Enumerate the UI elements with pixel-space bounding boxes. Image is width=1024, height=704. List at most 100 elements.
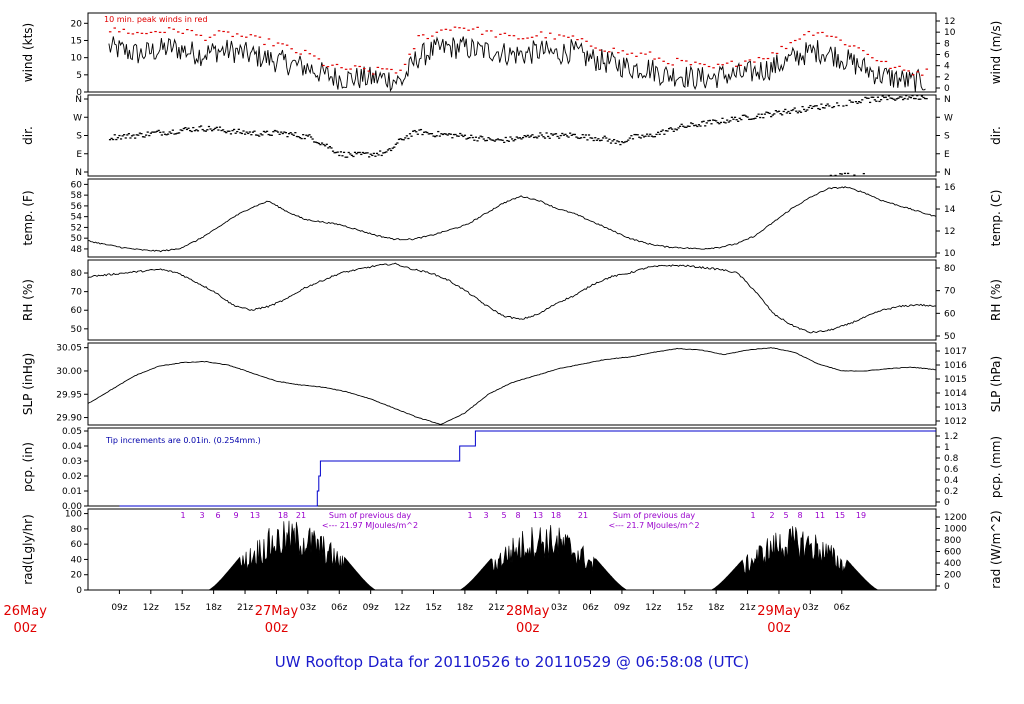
wind-dir-point bbox=[157, 129, 160, 132]
wind-dir-point bbox=[470, 134, 473, 136]
wind-peak-mark bbox=[807, 30, 811, 33]
wind-dir-point bbox=[581, 134, 584, 136]
wind-dir-point bbox=[492, 139, 495, 141]
wind-dir-point bbox=[760, 113, 763, 115]
wind-dir-point bbox=[167, 133, 170, 135]
wind-dir-point bbox=[606, 140, 609, 142]
wind-dir-point bbox=[355, 153, 358, 155]
ylabel-right: rad (W/m^2) bbox=[989, 510, 1003, 588]
wind-dir-point bbox=[250, 134, 253, 136]
wind-dir-point bbox=[883, 96, 886, 99]
wind-dir-point bbox=[324, 145, 327, 147]
xtick-label: 21z bbox=[488, 603, 504, 613]
panel-frame bbox=[87, 178, 937, 258]
wind-dir-point bbox=[364, 152, 368, 154]
wind-dir-point bbox=[278, 133, 281, 135]
ylabel-right: temp. (C) bbox=[989, 190, 1003, 247]
wind-dir-point bbox=[306, 135, 310, 137]
wind-peak-mark bbox=[172, 28, 175, 30]
ytick-label: E bbox=[76, 150, 82, 160]
ytick-label: 70 bbox=[71, 288, 83, 298]
ytick-right-label: N bbox=[944, 95, 951, 105]
hour-mark: 6 bbox=[215, 511, 220, 520]
wind-peak-mark bbox=[485, 30, 488, 32]
wind-dir-point bbox=[569, 132, 572, 134]
wind-dir-point bbox=[495, 139, 498, 141]
wind-dir-point bbox=[658, 133, 661, 135]
wind-dir-point bbox=[823, 107, 826, 109]
wind-dir-point bbox=[796, 112, 799, 114]
wind-dir-point bbox=[580, 137, 583, 139]
wind-dir-point bbox=[435, 135, 438, 137]
wind-dir-point bbox=[212, 128, 215, 131]
wind-peak-mark bbox=[775, 52, 779, 55]
wind-dir-point bbox=[429, 133, 432, 135]
wind-peak-mark bbox=[431, 35, 434, 37]
wind-dir-point bbox=[393, 146, 396, 148]
wind-dir-point bbox=[240, 132, 244, 135]
wind-dir-point bbox=[316, 142, 319, 144]
wind-dir-point bbox=[229, 133, 233, 135]
ytick-right-label: 400 bbox=[944, 559, 961, 569]
hour-mark: 5 bbox=[783, 511, 788, 520]
wind-dir-point bbox=[134, 137, 137, 139]
ytick-label: 60 bbox=[71, 180, 83, 190]
wind-dir-point bbox=[572, 133, 575, 136]
wind-dir-point bbox=[195, 129, 198, 131]
wind-dir-point bbox=[333, 152, 336, 154]
wind-peak-mark bbox=[871, 57, 874, 59]
hour-mark: 3 bbox=[483, 511, 488, 520]
wind-dir-point bbox=[190, 130, 193, 133]
ylabel-right: dir. bbox=[989, 126, 1003, 145]
wind-peak-mark bbox=[349, 68, 352, 70]
wind-peak-mark bbox=[744, 60, 747, 62]
wind-dir-point bbox=[261, 134, 264, 136]
wind-dir-point bbox=[675, 129, 679, 131]
wind-peak-mark bbox=[834, 36, 838, 38]
ytick-right-label: 12 bbox=[944, 17, 955, 27]
wind-dir-point bbox=[410, 135, 413, 137]
wind-dir-point bbox=[228, 130, 231, 132]
wind-dir-point bbox=[798, 110, 801, 112]
wind-dir-point bbox=[916, 95, 919, 97]
wind-dir-point bbox=[905, 95, 908, 97]
day-label-hour: 00z bbox=[516, 621, 540, 636]
ytick-label: 30.05 bbox=[56, 344, 82, 354]
wind-dir-point bbox=[344, 156, 347, 158]
xtick-label: 09z bbox=[363, 603, 379, 613]
wind-dir-point bbox=[498, 139, 501, 141]
wind-dir-point bbox=[520, 138, 523, 140]
wind-peak-mark bbox=[140, 32, 144, 34]
wind-dir-point bbox=[870, 96, 873, 98]
day-label: 27May bbox=[255, 604, 299, 619]
wind-dir-point bbox=[256, 134, 259, 136]
wind-dir-point bbox=[132, 134, 135, 136]
hour-mark: 2 bbox=[769, 511, 774, 520]
wind-dir-point bbox=[911, 95, 914, 97]
wind-peak-mark bbox=[127, 32, 130, 34]
wind-peak-mark bbox=[512, 35, 516, 37]
wind-dir-point bbox=[781, 114, 784, 116]
ytick-right-label: 0 bbox=[944, 84, 950, 94]
wind-dir-point bbox=[591, 137, 594, 139]
hour-mark: 11 bbox=[815, 511, 825, 520]
wind-dir-point bbox=[575, 136, 578, 138]
wind-dir-point bbox=[867, 97, 870, 99]
wind-dir-point bbox=[181, 129, 184, 132]
xtick-label: 18z bbox=[206, 603, 222, 613]
wind-dir-point bbox=[854, 100, 858, 103]
ytick-right-label: 0.6 bbox=[944, 465, 959, 475]
wind-dir-point bbox=[887, 95, 891, 97]
ylabel: dir. bbox=[21, 126, 35, 145]
wind-dir-point bbox=[688, 125, 691, 127]
wind-dir-point bbox=[292, 134, 295, 136]
wind-dir-point bbox=[865, 97, 869, 99]
wind-peak-mark bbox=[898, 65, 901, 67]
wind-dir-point bbox=[908, 96, 911, 98]
wind-dir-point bbox=[163, 133, 167, 135]
wind-dir-point bbox=[724, 122, 727, 124]
wind-dir-point bbox=[416, 133, 419, 135]
wind-peak-mark bbox=[825, 35, 829, 37]
wind-peak-mark bbox=[644, 53, 647, 55]
wind-dir-point bbox=[586, 139, 589, 141]
